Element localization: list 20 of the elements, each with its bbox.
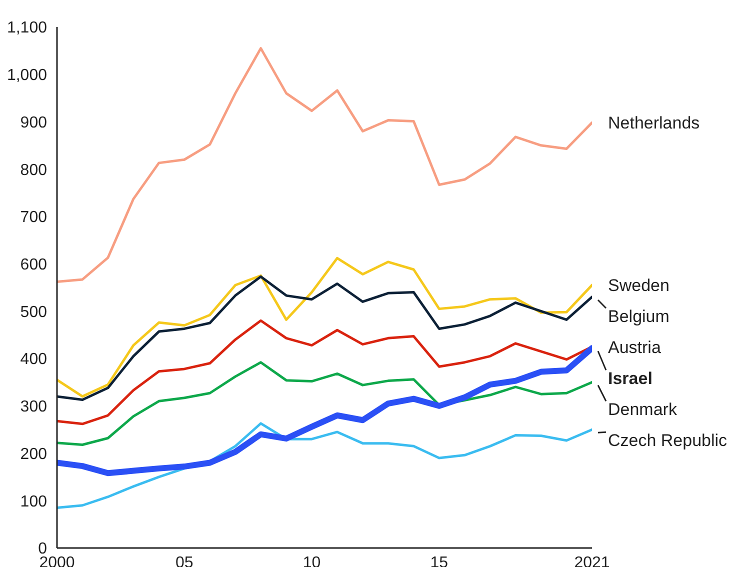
y-tick-label: 100 [20, 493, 48, 510]
series-label: Israel [608, 369, 652, 388]
y-tick-label: 200 [20, 446, 48, 463]
series-label: Denmark [608, 400, 678, 420]
line-series [57, 361, 592, 446]
series-label: Sweden [608, 276, 670, 296]
y-tick-label: 700 [20, 209, 48, 226]
series-label: Austria [608, 338, 662, 358]
y-tick-label: 1,000 [6, 67, 48, 84]
series-label: Netherlands [608, 114, 700, 133]
series-label: Czech Republic [608, 431, 728, 450]
y-tick-label: 400 [20, 351, 48, 368]
line-series [57, 47, 592, 284]
y-tick-label: 500 [20, 304, 48, 321]
y-tick-label: 600 [20, 256, 48, 274]
y-tick-label: 300 [20, 398, 48, 416]
y-tick-label: 800 [20, 162, 48, 179]
y-tick-label: 900 [20, 114, 48, 132]
y-tick-label: 1,100 [6, 20, 48, 37]
series-label: Belgium [608, 307, 670, 326]
